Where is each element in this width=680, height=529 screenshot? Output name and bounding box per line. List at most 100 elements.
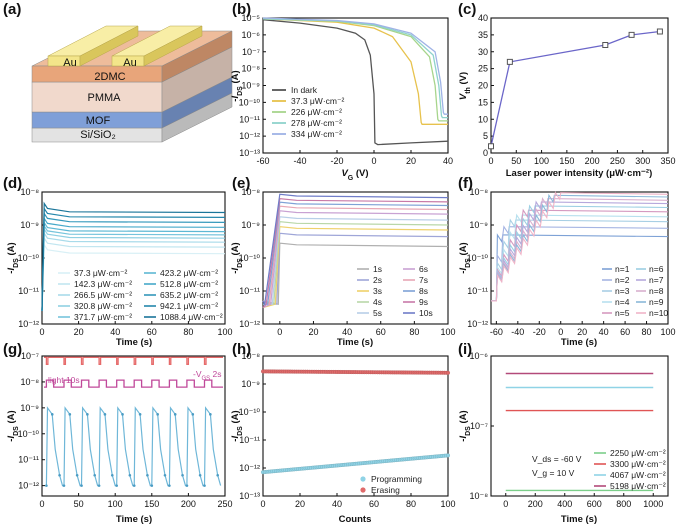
x-tick-label: 100 <box>440 327 455 337</box>
x-tick-label: 200 <box>528 499 543 509</box>
layer-label-mof: MOF <box>86 115 111 127</box>
pulse-number-trace-3 <box>491 213 669 302</box>
cycling-marker <box>168 484 171 487</box>
panel-label: (e) <box>232 175 250 192</box>
y-tick-label: 10⁻¹⁰ <box>18 429 40 439</box>
gate-annotation: -VGS 2s <box>193 369 222 382</box>
legend-label: 423.2 μW·cm⁻² <box>160 268 218 278</box>
x-tick-label: 20 <box>308 327 318 337</box>
panel-g: 0 50 100 150 200 250 10⁻⁷ 10⁻⁸ 10⁻⁹ 10⁻¹⁰ 10⁻¹¹ 10⁻… <box>6 351 233 525</box>
legend-label: n=10 <box>649 308 668 318</box>
legend-label: 10s <box>419 308 433 318</box>
x-axis-label: Time (s) <box>561 514 597 525</box>
y-tick-label: 10⁻⁷ <box>242 47 260 57</box>
legend-label: 1088.4 μW·cm⁻² <box>160 312 223 322</box>
y-tick-label: 10⁻¹¹ <box>18 286 39 296</box>
x-tick-label: 250 <box>217 499 232 509</box>
pulse-duration-trace-9 <box>262 193 449 307</box>
x-tick-label: 100 <box>217 327 232 337</box>
y-tick-label: 15 <box>478 97 488 107</box>
x-tick-label: -60 <box>256 156 269 166</box>
x-tick-label: 50 <box>74 499 84 509</box>
x-tick-label: 100 <box>660 327 675 337</box>
y-tick-label: 10⁻¹² <box>18 319 39 329</box>
legend-swatch <box>360 476 366 482</box>
cycling-marker <box>173 413 177 416</box>
legend-label: n=5 <box>615 308 630 318</box>
x-tick-label: 0 <box>503 499 508 509</box>
legend-label: 9s <box>419 297 428 307</box>
x-tick-label: 40 <box>332 499 342 509</box>
panel-h: 0 20 40 60 80 100 10⁻⁸ 10⁻⁹ 10⁻¹⁰ 10⁻¹¹ 10⁻¹² 10⁻¹³… <box>230 351 456 525</box>
legend-label: 3s <box>373 286 382 296</box>
legend-label: 278 μW·cm⁻² <box>291 118 342 128</box>
x-tick-label: 0 <box>488 156 493 166</box>
x-tick-label: 100 <box>440 499 455 509</box>
endurance-point <box>446 370 451 375</box>
legend-swatch <box>360 487 366 493</box>
legend-label: In dark <box>291 85 318 95</box>
x-axis-label: Counts <box>339 514 372 525</box>
x-tick-label: 40 <box>110 327 120 337</box>
cycling-marker <box>93 473 97 477</box>
au-label-right: Au <box>123 57 136 69</box>
legend-label: n=9 <box>649 297 664 307</box>
au-label-left: Au <box>63 57 76 69</box>
x-axis-label: VG (V) <box>341 168 368 182</box>
cycling-marker <box>132 484 136 487</box>
transfer-curve-1 <box>262 18 448 125</box>
y-tick-label: 10⁻⁸ <box>241 351 260 361</box>
cycling-marker <box>156 413 159 416</box>
y-tick-label: 35 <box>478 30 488 40</box>
vth-point <box>656 28 663 35</box>
gate-pulse-wave <box>44 356 223 365</box>
y-tick-label: 10⁻⁹ <box>20 220 39 230</box>
x-tick-label: 60 <box>620 327 630 337</box>
x-tick-label: 0 <box>260 499 265 509</box>
cycling-marker <box>128 473 132 477</box>
y-tick-label: 10⁻⁸ <box>241 187 260 197</box>
x-axis-label: Laser power intensity (μW·cm⁻²) <box>506 168 653 179</box>
legend-label: 37.3 μW·cm⁻² <box>74 268 127 278</box>
legend-label: 5198 μW·cm⁻² <box>610 481 666 491</box>
y-tick-label: 30 <box>478 47 488 57</box>
cycling-marker <box>50 413 54 416</box>
x-tick-label: 80 <box>409 327 419 337</box>
x-tick-label: 300 <box>635 156 650 166</box>
legend-label: Programming <box>371 474 422 484</box>
y-tick-label: 10 <box>478 114 488 124</box>
x-tick-label: 200 <box>181 499 196 509</box>
pulse-number-trace-9 <box>491 191 669 302</box>
cycling-marker <box>185 484 189 487</box>
legend-label: Erasing <box>371 485 400 495</box>
y-tick-label: 10⁻⁹ <box>241 81 260 91</box>
cycling-marker <box>191 413 195 416</box>
panel-label: (f) <box>458 175 473 192</box>
x-axis-label: Time (s) <box>561 337 597 348</box>
x-tick-label: -40 <box>293 156 306 166</box>
cycling-marker <box>181 473 184 477</box>
plot-frame <box>41 355 226 497</box>
panel-i: 0 200 400 600 800 1000 10⁻⁶ 10⁻⁷ 10⁻⁸ 2250 μW·cm⁻… <box>458 351 669 525</box>
y-tick-label: 10⁻⁷ <box>470 421 488 431</box>
panel-label: (b) <box>232 1 251 18</box>
cycling-marker <box>146 473 149 477</box>
cycling-marker <box>68 413 72 416</box>
transfer-curve-0 <box>262 19 449 146</box>
y-axis-label: -IDS (A) <box>230 70 244 101</box>
y-tick-label: 10⁻¹² <box>239 463 260 473</box>
pulse-number-trace-4 <box>491 208 669 302</box>
legend-label: 6s <box>419 264 428 274</box>
y-tick-label: 10⁻¹² <box>239 131 260 141</box>
cycling-marker <box>198 473 202 477</box>
legend-label: n=6 <box>649 264 664 274</box>
cycling-marker <box>110 473 114 477</box>
x-tick-label: 0 <box>39 499 44 509</box>
vth-point <box>506 58 513 65</box>
panel-f: -60 -40 -20 0 20 40 60 80 100 10⁻⁸ 10⁻⁹ 10⁻¹⁰ 10⁻¹¹ 1… <box>458 187 676 348</box>
y-tick-label: 10⁻⁸ <box>20 377 39 387</box>
transfer-curve-4 <box>262 17 448 115</box>
cycling-marker <box>163 473 167 477</box>
x-tick-label: 80 <box>642 327 652 337</box>
x-tick-label: 0 <box>277 327 282 337</box>
